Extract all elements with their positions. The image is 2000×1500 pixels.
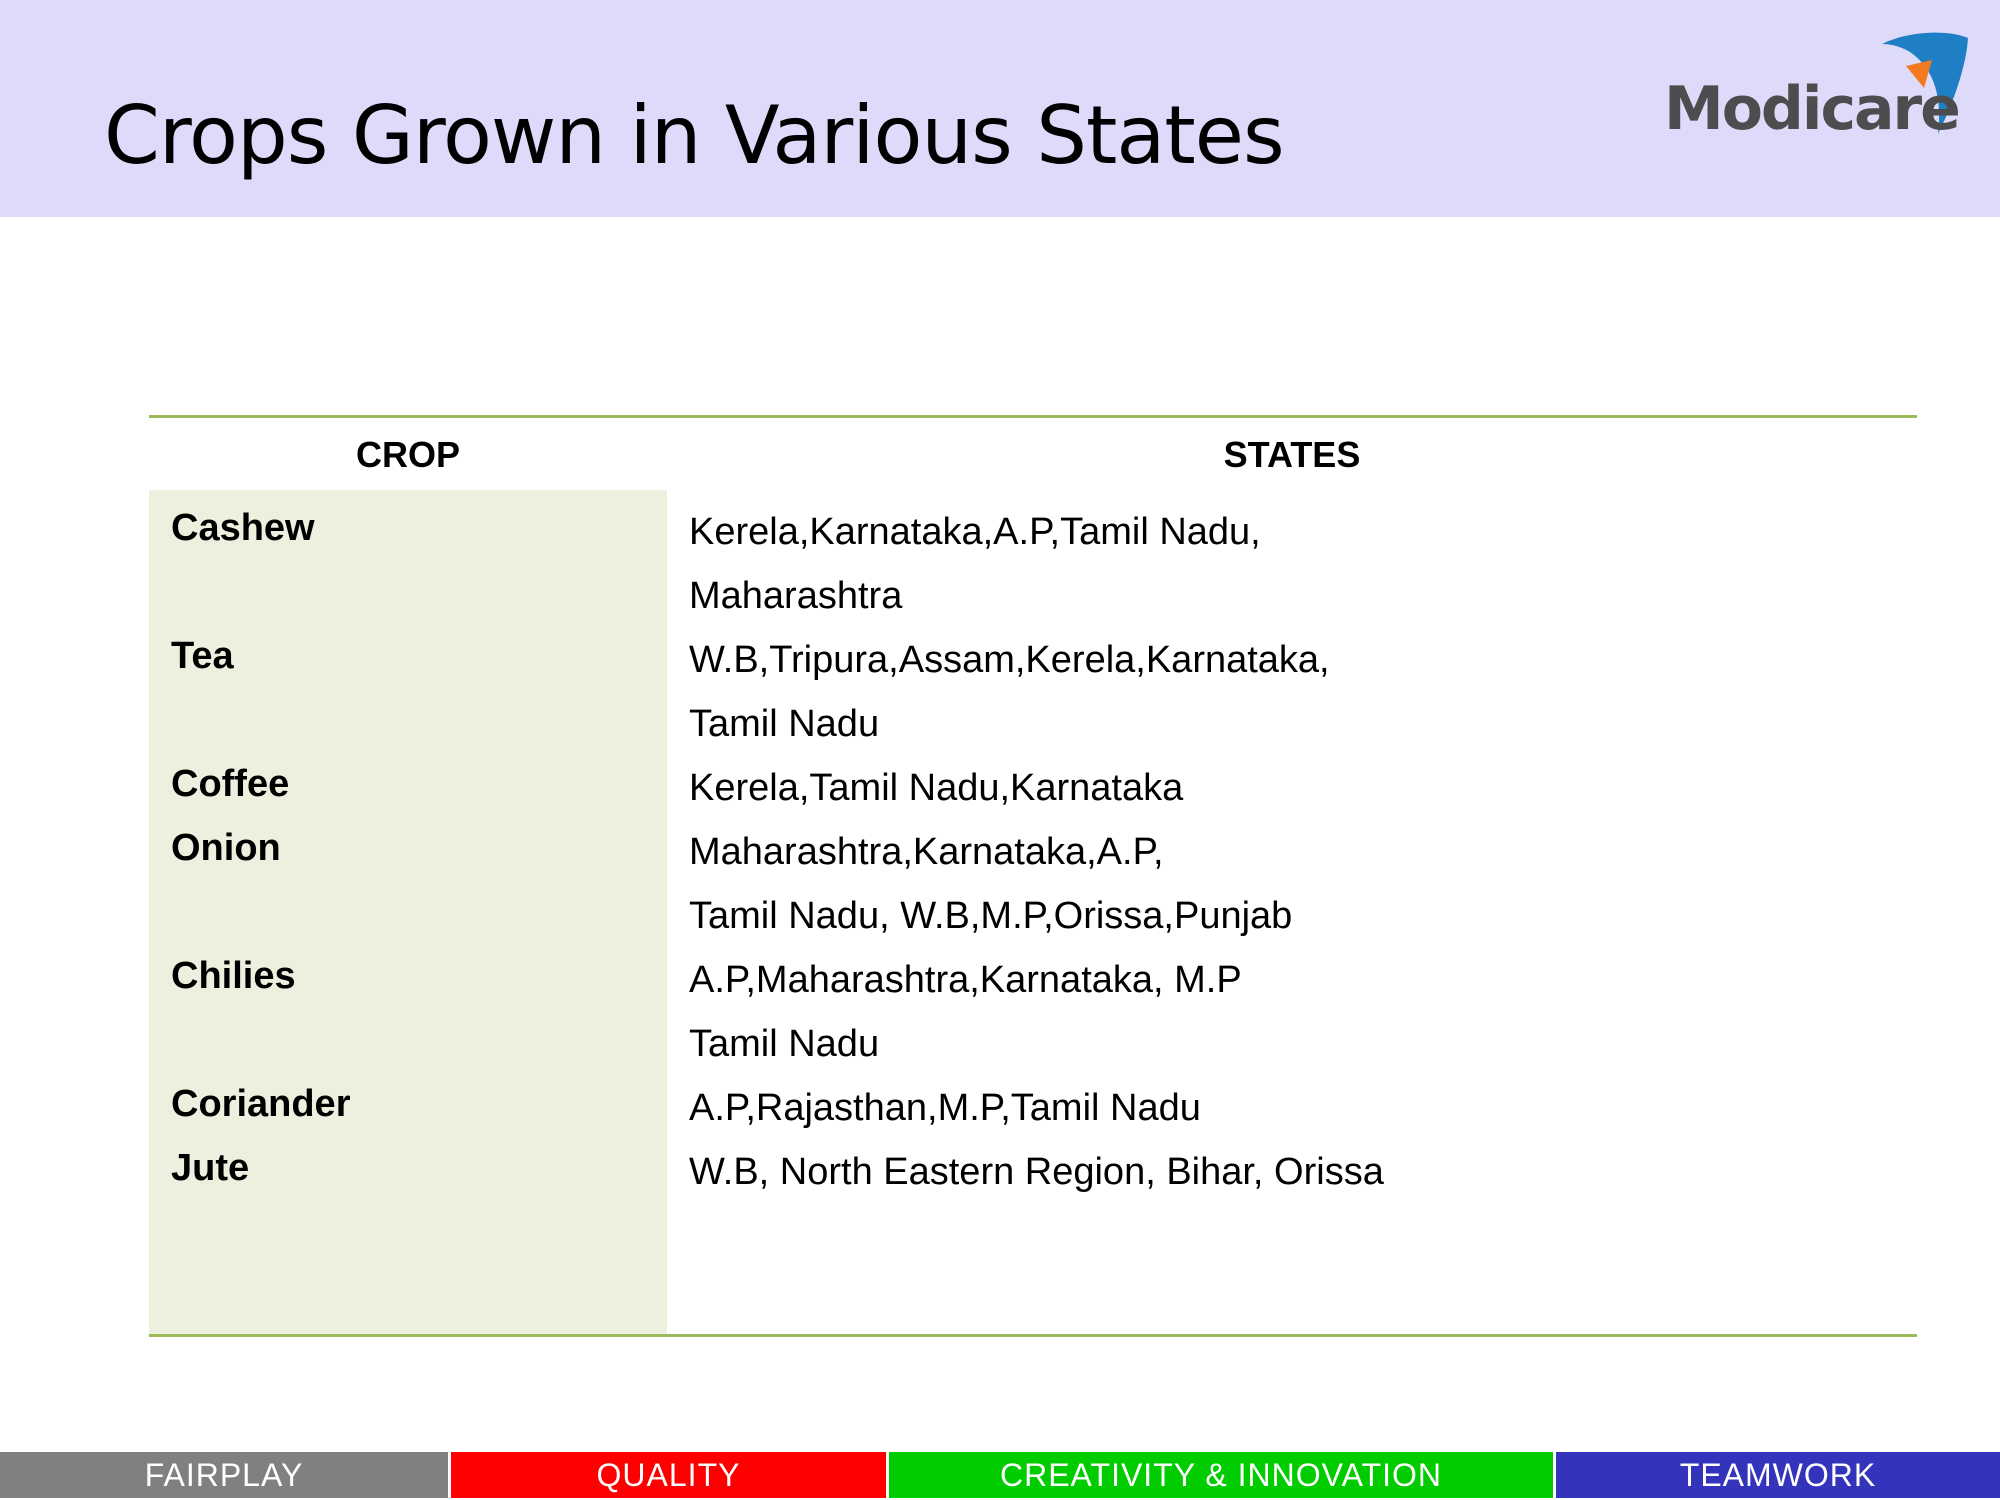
table-row-coriander: Coriander A.P,Rajasthan,M.P,Tamil Nadu (149, 1076, 1917, 1140)
table-bottom-rule (149, 1334, 1917, 1337)
crop-column-header: CROP (355, 434, 460, 475)
states-line: Tamil Nadu (689, 1023, 880, 1065)
crops-table-body: Cashew Kerela,Karnataka,A.P,Tamil Nadu, … (149, 500, 1917, 1204)
states-line: Maharashtra,Karnataka,A.P, (689, 831, 1164, 873)
logo-orange-triangle (1906, 60, 1932, 88)
logo-swoosh-icon (1882, 32, 1968, 134)
states-line: W.B, North Eastern Region, Bihar, Orissa (689, 1151, 1384, 1193)
states-cell: W.B, North Eastern Region, Bihar, Orissa (667, 1140, 1917, 1204)
logo-wordmark: Modicare (1664, 74, 1961, 144)
logo-blue-swoosh (1882, 32, 1968, 134)
states-cell: A.P,Rajasthan,M.P,Tamil Nadu (667, 1076, 1917, 1140)
table-row-cashew: Cashew Kerela,Karnataka,A.P,Tamil Nadu, … (149, 500, 1917, 628)
crop-column-shading (149, 490, 667, 1334)
crop-cell: Coffee (171, 763, 290, 805)
states-line: A.P,Rajasthan,M.P,Tamil Nadu (689, 1087, 1201, 1129)
table-row-chilies: Chilies A.P,Maharashtra,Karnataka, M.P T… (149, 948, 1917, 1076)
crop-cell: Tea (171, 635, 234, 677)
states-cell: W.B,Tripura,Assam,Kerela,Karnataka, Tami… (667, 628, 1917, 756)
footer-teamwork: TEAMWORK (1556, 1452, 2000, 1498)
footer-creativity-innovation: CREATIVITY & INNOVATION (889, 1452, 1553, 1498)
crop-cell: Coriander (171, 1083, 351, 1125)
states-line: Maharashtra (689, 575, 903, 617)
crop-cell: Chilies (171, 955, 296, 997)
table-top-rule (149, 415, 1917, 418)
table-row-tea: Tea W.B,Tripura,Assam,Kerela,Karnataka, … (149, 628, 1917, 756)
states-column-header: STATES (1223, 434, 1361, 475)
states-cell: Maharashtra,Karnataka,A.P, Tamil Nadu, W… (667, 820, 1917, 948)
states-line: Kerela,Karnataka,A.P,Tamil Nadu, (689, 511, 1261, 553)
crop-cell: Jute (171, 1147, 250, 1189)
footer-quality: QUALITY (451, 1452, 886, 1498)
states-cell: Kerela,Tamil Nadu,Karnataka (667, 756, 1917, 820)
crop-cell: Cashew (171, 507, 315, 549)
states-line: A.P,Maharashtra,Karnataka, M.P (689, 959, 1242, 1001)
footer-fairplay: FAIRPLAY (0, 1452, 448, 1498)
states-line: W.B,Tripura,Assam,Kerela,Karnataka, (689, 639, 1330, 681)
header-band (0, 0, 2000, 217)
table-row-coffee: Coffee Kerela,Tamil Nadu,Karnataka (149, 756, 1917, 820)
values-footer-bar: FAIRPLAY QUALITY CREATIVITY & INNOVATION… (0, 1452, 2000, 1498)
table-row-onion: Onion Maharashtra,Karnataka,A.P, Tamil N… (149, 820, 1917, 948)
states-line: Tamil Nadu, W.B,M.P,Orissa,Punjab (689, 895, 1293, 937)
page-title: Crops Grown in Various States (104, 89, 1285, 182)
table-row-jute: Jute W.B, North Eastern Region, Bihar, O… (149, 1140, 1917, 1204)
states-line: Kerela,Tamil Nadu,Karnataka (689, 767, 1184, 809)
modicare-logo: Modicare (1660, 30, 1970, 150)
states-cell: A.P,Maharashtra,Karnataka, M.P Tamil Nad… (667, 948, 1917, 1076)
states-cell: Kerela,Karnataka,A.P,Tamil Nadu, Maharas… (667, 500, 1917, 628)
states-line: Tamil Nadu (689, 703, 880, 745)
crop-cell: Onion (171, 827, 281, 869)
